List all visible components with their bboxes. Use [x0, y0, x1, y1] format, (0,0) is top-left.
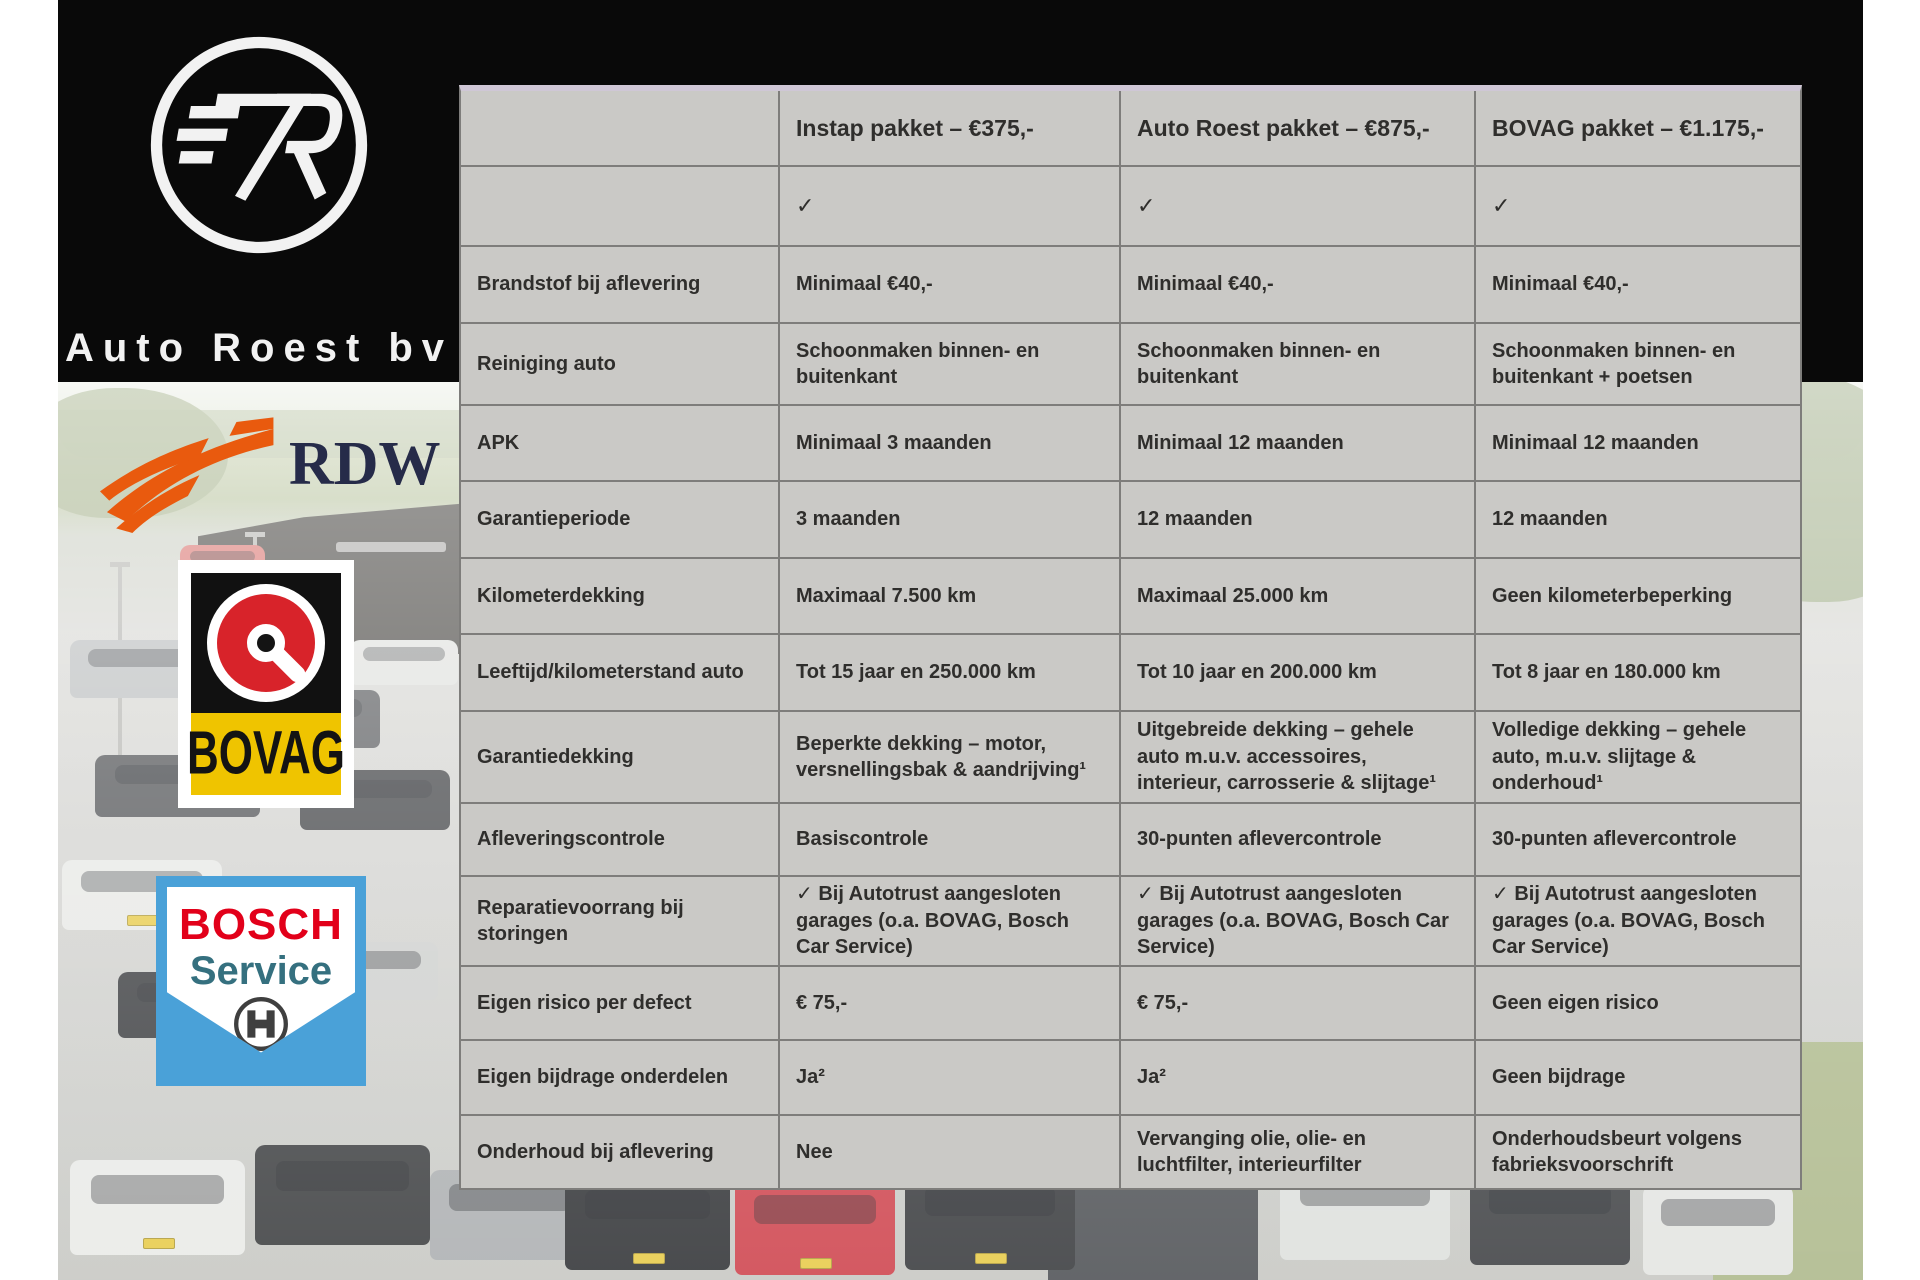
bosch-service-wordmark: Service [189, 949, 333, 993]
table-cell: Basiscontrole [780, 804, 1119, 875]
table-cell: Maximaal 7.500 km [780, 559, 1119, 633]
car-shape [565, 1175, 730, 1270]
rdw-wing-icon [100, 417, 274, 533]
table-cell: 12 maanden [1476, 482, 1800, 557]
bovag-wordmark-band: BOVAG [187, 713, 345, 795]
table-cell: € 75,- [780, 967, 1119, 1039]
table-cell: Vervanging olie, olie- en luchtfilter, i… [1121, 1116, 1474, 1188]
column-header: BOVAG pakket – €1.175,- [1476, 91, 1800, 165]
rdw-wordmark: RDW [289, 430, 441, 498]
license-plate [632, 1253, 665, 1265]
building-sign [336, 542, 446, 552]
column-header [461, 91, 778, 165]
row-label: Eigen bijdrage onderdelen [461, 1041, 778, 1114]
table-cell: Geen kilometerbeperking [1476, 559, 1800, 633]
license-plate [127, 914, 159, 926]
row-label: Brandstof bij aflevering [461, 247, 778, 322]
table-cell: ✓ Bij Autotrust aangesloten garages (o.a… [1121, 877, 1474, 965]
check-cell: ✓ [780, 167, 1119, 245]
bosch-wordmark: BOSCH [179, 900, 343, 949]
license-plate [800, 1258, 832, 1270]
bovag-logo: BOVAG [178, 560, 354, 808]
table-cell: Uitgebreide dekking – gehele auto m.u.v.… [1121, 712, 1474, 802]
car-shape [1643, 1185, 1793, 1275]
table-cell: Nee [780, 1116, 1119, 1188]
table-cell: Volledige dekking – gehele auto, m.u.v. … [1476, 712, 1800, 802]
check-cell: ✓ [1476, 167, 1800, 245]
auto-roest-monogram-icon [150, 36, 368, 254]
car-shape [255, 1145, 430, 1245]
package-table: Instap pakket – €375,- Auto Roest pakket … [459, 85, 1802, 1190]
car-shape [70, 1160, 245, 1255]
table-cell: Schoonmaken binnen- en buitenkant [1121, 324, 1474, 404]
bosch-shield: BOSCH Service [167, 887, 355, 1053]
table-cell: Ja² [1121, 1041, 1474, 1114]
table-cell: ✓ Bij Autotrust aangesloten garages (o.a… [780, 877, 1119, 965]
table-cell: 30-punten aflevercontrole [1121, 804, 1474, 875]
row-label: Eigen risico per defect [461, 967, 778, 1039]
column-header: Auto Roest pakket – €875,- [1121, 91, 1474, 165]
table-cell: Geen bijdrage [1476, 1041, 1800, 1114]
check-cell: ✓ [1121, 167, 1474, 245]
table-cell: Minimaal 12 maanden [1121, 406, 1474, 480]
table-cell: Tot 8 jaar en 180.000 km [1476, 635, 1800, 710]
car-shape [735, 1180, 895, 1275]
table-cell: Minimaal €40,- [1476, 247, 1800, 322]
table-cell: € 75,- [1121, 967, 1474, 1039]
table-cell: Minimaal €40,- [780, 247, 1119, 322]
table-cell: Tot 10 jaar en 200.000 km [1121, 635, 1474, 710]
row-label: Kilometerdekking [461, 559, 778, 633]
row-label: Reparatievoorrang bij storingen [461, 877, 778, 965]
table-cell: 30-punten aflevercontrole [1476, 804, 1800, 875]
row-label: Leeftijd/kilometerstand auto [461, 635, 778, 710]
row-label: Onderhoud bij aflevering [461, 1116, 778, 1188]
license-plate [975, 1253, 1007, 1264]
table-cell: Minimaal 12 maanden [1476, 406, 1800, 480]
table-cell: Minimaal €40,- [1121, 247, 1474, 322]
table-cell: Ja² [780, 1041, 1119, 1114]
row-label: APK [461, 406, 778, 480]
table-cell: Geen eigen risico [1476, 967, 1800, 1039]
table-cell: Beperkte dekking – motor, versnellingsba… [780, 712, 1119, 802]
table-cell: ✓ Bij Autotrust aangesloten garages (o.a… [1476, 877, 1800, 965]
table-cell: Minimaal 3 maanden [780, 406, 1119, 480]
table-cell: 12 maanden [1121, 482, 1474, 557]
table-cell: Maximaal 25.000 km [1121, 559, 1474, 633]
table-cell: Tot 15 jaar en 250.000 km [780, 635, 1119, 710]
row-label: Garantieperiode [461, 482, 778, 557]
brand-name: Auto Roest bv [64, 326, 454, 370]
bosch-service-logo: BOSCH Service [156, 876, 366, 1086]
bovag-emblem-icon [191, 573, 341, 713]
table-cell: 3 maanden [780, 482, 1119, 557]
bosch-armature-icon [234, 997, 288, 1051]
row-label: Reiniging auto [461, 324, 778, 404]
table-cell: Schoonmaken binnen- en buitenkant + poet… [1476, 324, 1800, 404]
license-plate [142, 1238, 175, 1250]
column-header: Instap pakket – €375,- [780, 91, 1119, 165]
auto-roest-brand: Auto Roest bv [58, 0, 460, 382]
car-shape [350, 640, 458, 685]
row-label: Garantiedekking [461, 712, 778, 802]
check-cell [461, 167, 778, 245]
bovag-wordmark: BOVAG [186, 719, 346, 788]
rdw-logo: RDW [100, 415, 441, 533]
table-cell: Onderhoudsbeurt volgens fabrieksvoorschr… [1476, 1116, 1800, 1188]
row-label: Afleveringscontrole [461, 804, 778, 875]
table-cell: Schoonmaken binnen- en buitenkant [780, 324, 1119, 404]
